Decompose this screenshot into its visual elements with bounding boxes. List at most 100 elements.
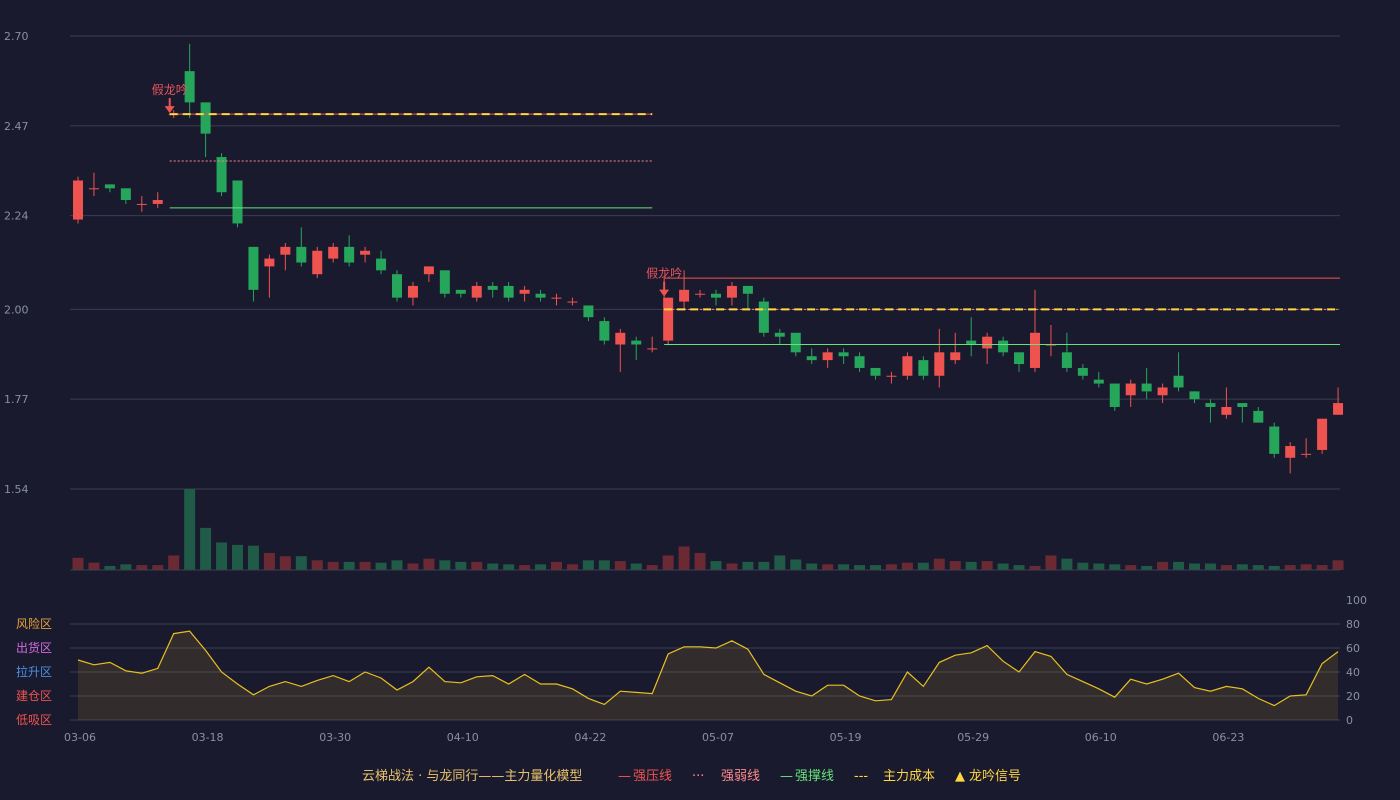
volume-bar: [279, 556, 291, 570]
osc-zone-label: 风险区: [16, 616, 52, 631]
candle-body: [583, 305, 594, 318]
candle-body: [567, 301, 578, 303]
volume-bar: [742, 561, 754, 570]
volume-bar: [790, 559, 802, 570]
osc-zone-label: 建仓区: [16, 689, 52, 703]
osc-y-tick-label: 40: [1346, 666, 1360, 679]
volume-bar: [726, 563, 738, 570]
candle-body: [1109, 383, 1120, 407]
candle-body: [822, 352, 833, 361]
legend-marker: —: [618, 769, 631, 784]
candle-body: [1157, 387, 1168, 396]
legend-item-label: 强压线: [633, 769, 672, 784]
candle-body: [870, 367, 881, 376]
candle-body: [328, 246, 339, 259]
volume-bar: [455, 561, 467, 570]
volume-bar: [838, 564, 850, 570]
candle-body: [647, 348, 658, 350]
legend-marker: ···: [692, 769, 704, 784]
candle-body: [1014, 352, 1025, 365]
candle-body: [360, 250, 371, 255]
candle-body: [1205, 403, 1216, 407]
x-tick-label: 06-10: [1085, 731, 1117, 744]
candle-body: [136, 203, 147, 205]
candle-body: [1221, 406, 1232, 415]
candle-body: [423, 266, 434, 275]
volume-bar: [1045, 555, 1057, 570]
candle-body: [1301, 453, 1312, 455]
volume-bar: [327, 561, 339, 570]
volume-bar: [1125, 565, 1137, 570]
candle-body: [1269, 426, 1280, 454]
volume-bar: [646, 565, 658, 570]
candle-body: [216, 157, 227, 193]
volume-bar: [88, 562, 100, 570]
candle-body: [711, 293, 721, 298]
volume-bar: [965, 561, 977, 570]
candle-body: [758, 301, 769, 333]
volume-bar: [359, 561, 371, 570]
volume-bar: [1236, 564, 1248, 570]
volume-bar: [152, 565, 164, 570]
candle-body: [1077, 367, 1088, 376]
volume-bar: [120, 564, 132, 570]
candle-body: [152, 200, 163, 204]
osc-zone-label: 出货区: [16, 640, 52, 655]
volume-bar: [758, 561, 770, 570]
volume-bar: [407, 563, 419, 570]
candle-body: [487, 285, 498, 290]
osc-zone-label: 拉升区: [16, 664, 52, 679]
volume-bar: [1300, 564, 1312, 570]
volume-bar: [471, 561, 483, 570]
volume-bar: [566, 564, 578, 570]
volume-bar: [535, 564, 547, 570]
candle-body: [184, 71, 195, 103]
osc-y-tick-label: 100: [1346, 594, 1367, 607]
candle-body: [471, 285, 482, 298]
volume-bar: [630, 563, 642, 570]
candle-body: [312, 250, 323, 275]
volume-bar: [551, 561, 562, 570]
volume-bar: [949, 561, 961, 570]
candle-body: [439, 270, 450, 294]
candle-body: [232, 180, 243, 224]
candle-body: [73, 180, 83, 220]
volume-bar: [933, 558, 945, 570]
candle-body: [1189, 391, 1200, 400]
volume-bar: [598, 560, 610, 570]
candle-body: [104, 184, 115, 189]
candle-body: [1141, 383, 1152, 392]
candle-body: [1030, 332, 1040, 368]
candle-body: [806, 356, 817, 361]
main-y-tick-label: 2.24: [4, 210, 29, 223]
x-tick-label: 05-19: [830, 731, 862, 744]
volume-bar: [311, 560, 323, 570]
candle-body: [1285, 446, 1296, 458]
candle-body: [280, 246, 291, 255]
legend-marker: ---: [854, 769, 868, 784]
candle-body: [854, 356, 865, 368]
candle-body: [982, 336, 993, 349]
x-tick-label: 04-10: [447, 731, 479, 744]
candle-body: [1093, 379, 1104, 384]
volume-bar: [694, 552, 706, 570]
x-tick-label: 05-07: [702, 731, 734, 744]
candle-body: [950, 352, 961, 361]
volume-bar: [1013, 565, 1025, 570]
candle-body: [966, 340, 977, 345]
osc-line: [77, 630, 1339, 707]
x-tick-label: 04-22: [574, 731, 606, 744]
volume-bar: [806, 563, 818, 570]
candle-body: [1061, 352, 1072, 368]
candle-body: [407, 285, 418, 298]
main-y-tick-label: 1.77: [4, 393, 29, 406]
candle-body: [679, 289, 690, 302]
volume-bar: [184, 489, 196, 570]
candle-body: [918, 360, 929, 376]
x-tick-label: 05-29: [957, 731, 989, 744]
candle-body: [790, 332, 801, 353]
volume-bar: [774, 555, 786, 570]
volume-bar: [1268, 565, 1280, 570]
candle-body: [455, 289, 466, 294]
